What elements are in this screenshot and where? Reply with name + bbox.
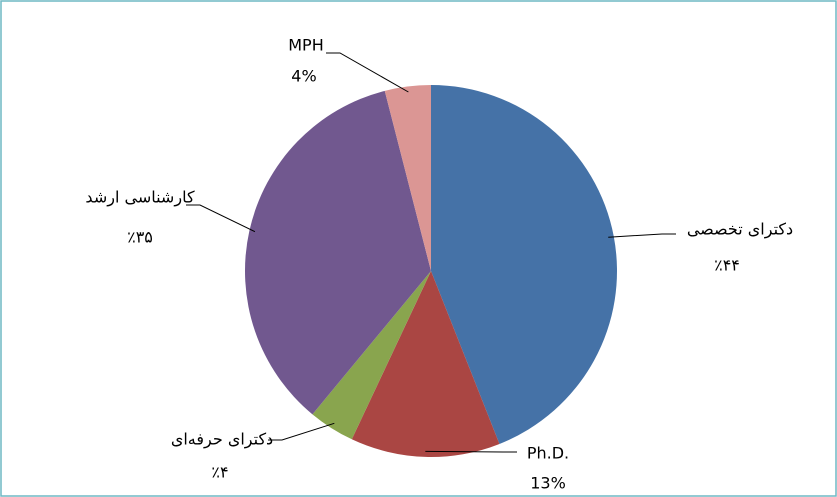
category-label: کارشناسی ارشد [85, 188, 195, 208]
value-label: ٪۴ [211, 463, 228, 482]
value-label: 4% [291, 67, 316, 86]
leader-line [326, 52, 409, 93]
pie-slice [384, 85, 431, 271]
leader-line [268, 422, 335, 441]
value-label: ٪۳۵ [127, 228, 153, 247]
pie-slice [312, 271, 431, 440]
category-label: دکترای حرفه‌ای [171, 430, 273, 450]
value-label: ٪۴۴ [714, 256, 740, 275]
leader-line [425, 450, 517, 453]
category-label: دکترای تخصصی [687, 220, 793, 240]
category-label: MPH [288, 36, 323, 55]
category-label: Ph.D. [527, 444, 569, 463]
leader-line [186, 204, 256, 233]
value-label: 13% [530, 474, 566, 493]
pie-slice [245, 90, 431, 415]
pie-slice [351, 271, 500, 457]
leader-line [608, 233, 676, 238]
pie-slice [431, 85, 617, 444]
